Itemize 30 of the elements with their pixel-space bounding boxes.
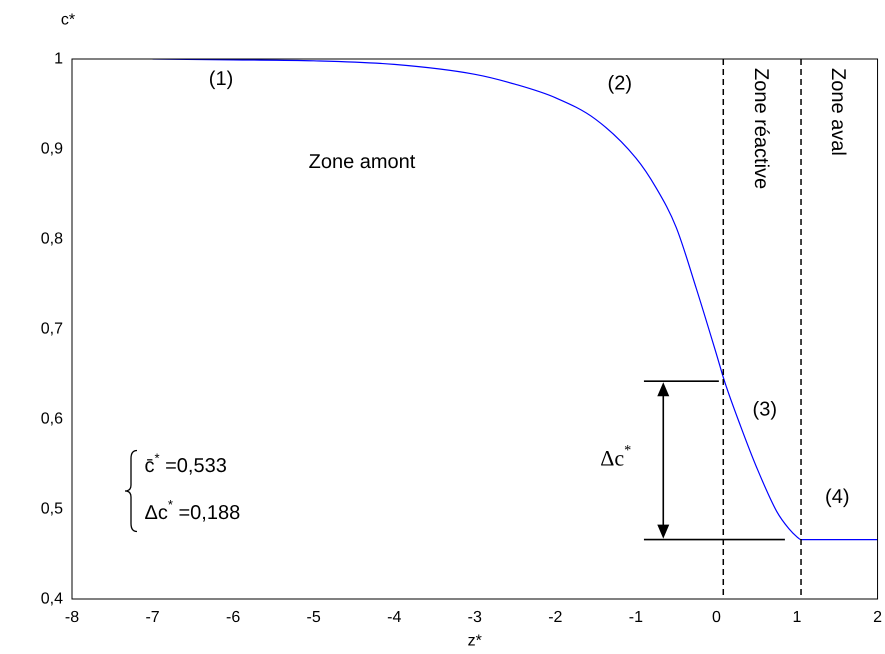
annotation: (4) xyxy=(825,486,850,508)
x-tick-label: -1 xyxy=(628,609,644,626)
annotation: (3) xyxy=(752,398,778,421)
x-tick-label: -7 xyxy=(145,609,160,626)
x-tick-label: -3 xyxy=(468,609,482,626)
y-tick-label: 0,5 xyxy=(40,500,64,518)
y-tick-label: 0,9 xyxy=(40,140,64,158)
annotation: Zone amont xyxy=(308,151,416,174)
x-tick-label: -5 xyxy=(306,609,321,626)
annotation: Zone réactive xyxy=(750,68,772,190)
x-tick-label: 0 xyxy=(712,609,721,626)
x-tick-label: -2 xyxy=(548,609,563,626)
y-tick-label: 0,8 xyxy=(40,230,64,248)
x-tick-label: 1 xyxy=(792,609,802,626)
annotation: c̄* =0,533 xyxy=(144,450,227,478)
x-tick-label: -8 xyxy=(64,609,80,626)
y-tick-label: 0,7 xyxy=(40,320,64,338)
annotation: Zone aval xyxy=(826,68,849,156)
y-tick-label: 0,4 xyxy=(40,590,64,608)
x-tick-label: 2 xyxy=(873,609,882,626)
y-tick-label: 0,6 xyxy=(40,410,64,428)
y-tick-label: 1 xyxy=(54,50,64,68)
y-axis-title: c* xyxy=(60,11,76,28)
annotation: (1) xyxy=(208,68,234,90)
x-tick-label: -6 xyxy=(226,609,240,626)
x-axis-title: z* xyxy=(468,632,482,650)
x-tick-label: -4 xyxy=(387,609,402,626)
annotation: Δc* xyxy=(600,442,632,470)
annotation: Δc* =0,188 xyxy=(144,497,240,524)
annotation: (2) xyxy=(608,72,632,95)
